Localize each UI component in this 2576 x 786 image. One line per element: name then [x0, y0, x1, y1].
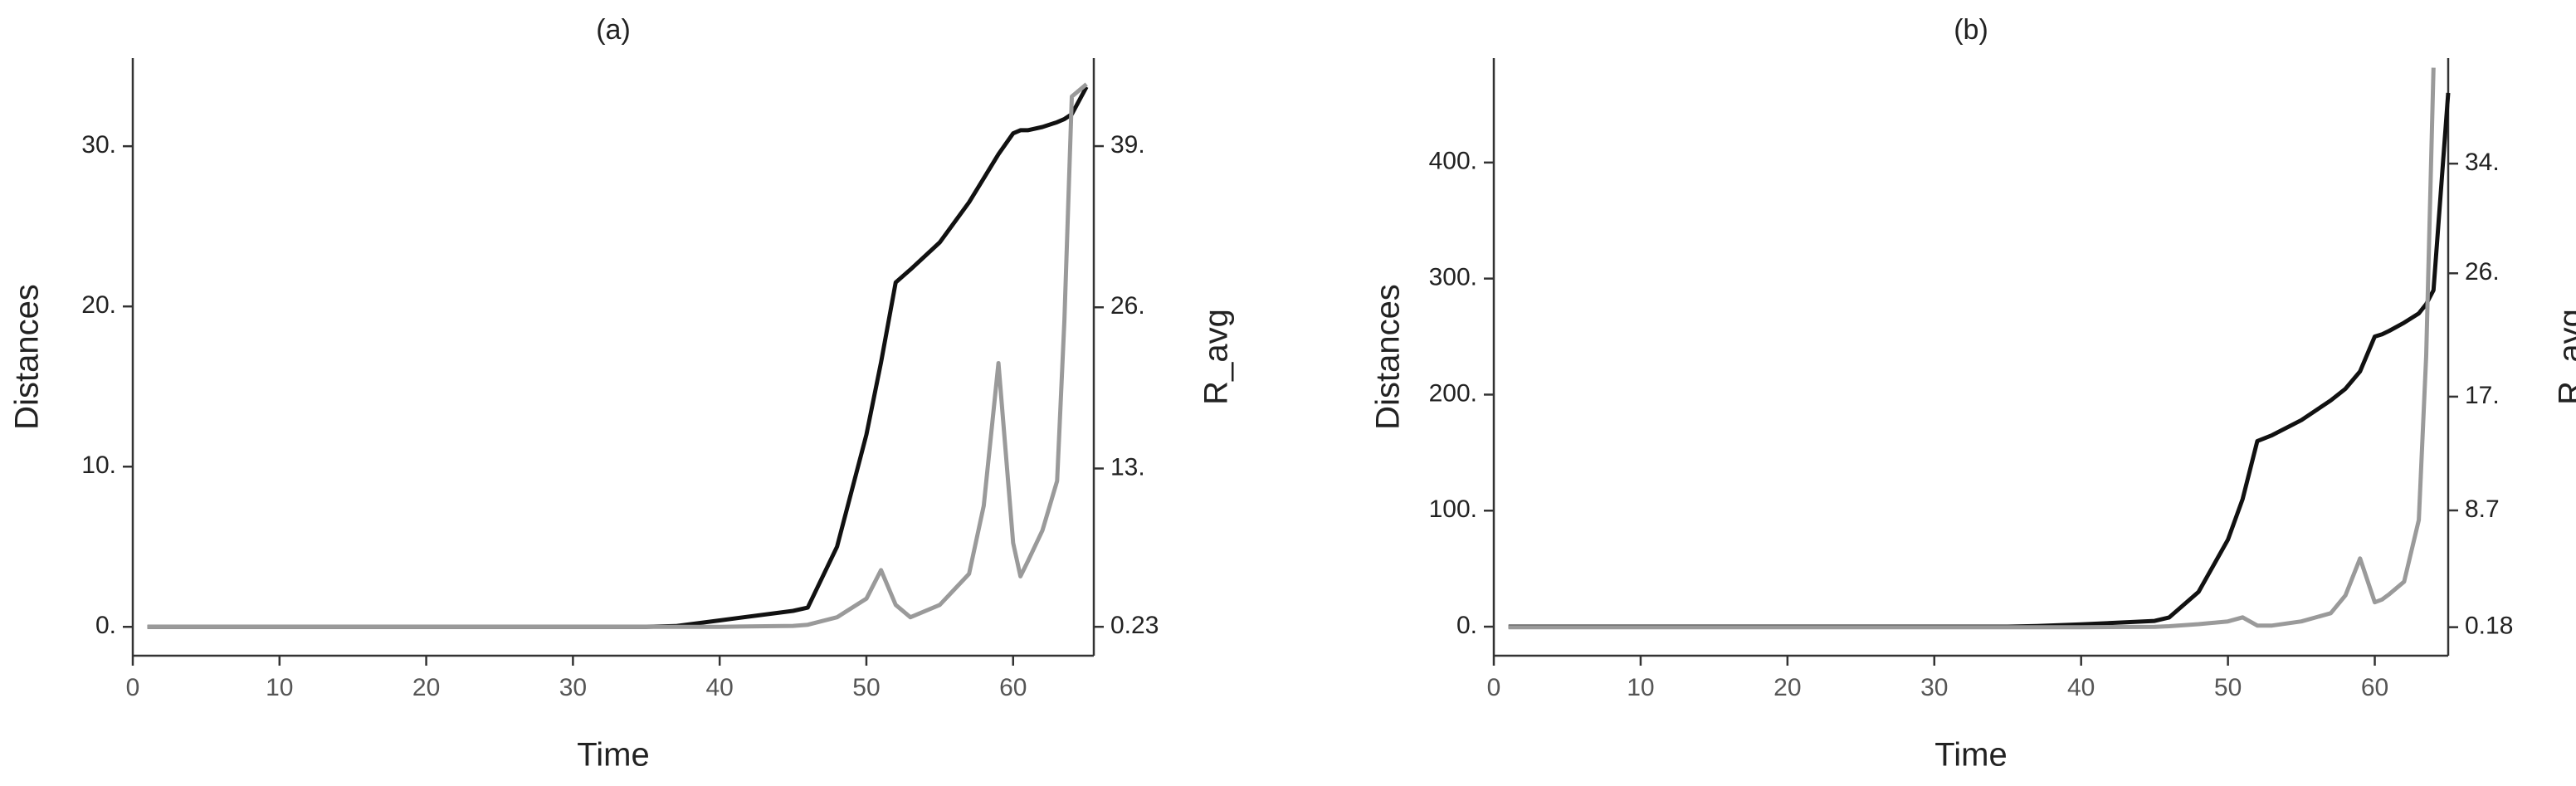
data-line	[1508, 92, 2451, 629]
y-tick-label: 0.	[1456, 612, 1477, 639]
x-tick-label: 20	[1773, 674, 1801, 701]
x-tick-label: 10	[1627, 674, 1654, 701]
y2-tick-label: 8.7	[2465, 496, 2500, 523]
y-tick-label: 200.	[1429, 379, 1477, 407]
y-tick-label: 0.	[95, 612, 116, 639]
x-tick-label: 60	[999, 674, 1027, 701]
x-tick-label: 30	[559, 674, 587, 701]
y-tick-label: 20.	[81, 291, 116, 319]
x-axis-label: Time	[1934, 737, 2007, 774]
data-line	[1508, 67, 2436, 630]
y-axis-label: Distances	[1370, 284, 1407, 430]
x-tick-label: 50	[852, 674, 880, 701]
x-tick-label: 40	[2067, 674, 2095, 701]
y-tick-label: 400.	[1429, 148, 1477, 175]
x-tick-label: 0	[126, 674, 140, 701]
y-tick-label: 300.	[1429, 264, 1477, 291]
x-axis-label: Time	[577, 737, 649, 774]
data-line	[147, 82, 1088, 629]
y2-tick-label: 0.23	[1110, 612, 1159, 639]
x-tick-label: 40	[705, 674, 733, 701]
x-tick-label: 50	[2214, 674, 2242, 701]
y2-tick-label: 17.	[2465, 382, 2500, 409]
y-tick-label: 30.	[81, 131, 116, 159]
y2-tick-label: 0.18	[2465, 613, 2513, 640]
y2-tick-label: 13.	[1110, 453, 1145, 481]
y2-axis-label: R_avg	[1198, 309, 1235, 405]
y2-tick-label: 39.	[1110, 131, 1145, 159]
y2-tick-label: 34.	[2465, 149, 2500, 176]
x-tick-label: 10	[266, 674, 293, 701]
chart-title: (b)	[1954, 14, 1988, 46]
data-line	[147, 85, 1089, 629]
y2-tick-label: 26.	[1110, 292, 1145, 320]
x-tick-label: 0	[1487, 674, 1501, 701]
y2-axis-label: R_avg	[2553, 309, 2576, 405]
y2-tick-label: 26.	[2465, 258, 2500, 286]
x-tick-label: 20	[412, 674, 440, 701]
chart-title: (a)	[596, 14, 631, 46]
y-tick-label: 10.	[81, 452, 116, 479]
x-tick-label: 60	[2361, 674, 2388, 701]
y-tick-label: 100.	[1429, 496, 1477, 523]
y-axis-label: Distances	[9, 284, 46, 430]
x-tick-label: 30	[1920, 674, 1948, 701]
